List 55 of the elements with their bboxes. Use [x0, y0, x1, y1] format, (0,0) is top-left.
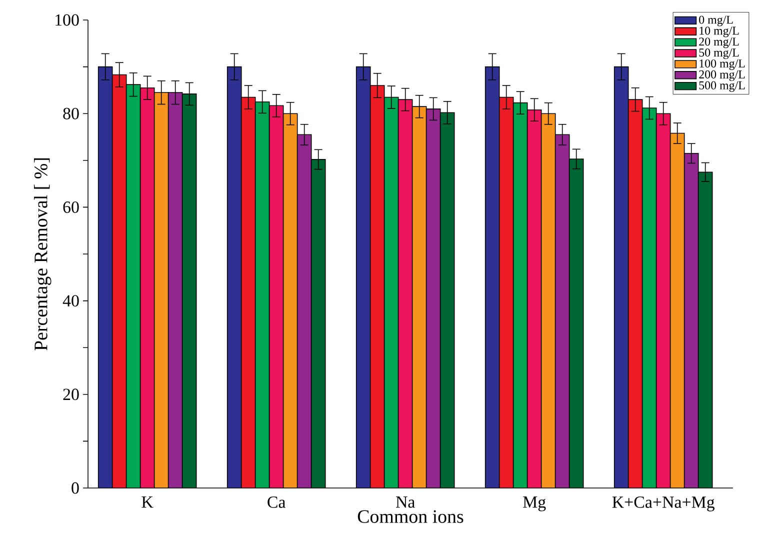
x-tick-label: Ca [268, 496, 286, 508]
bar [628, 99, 643, 488]
y-tick-label: 40 [62, 295, 79, 307]
bar [527, 110, 542, 488]
bar [98, 66, 112, 488]
bar [154, 92, 168, 488]
bar [370, 86, 384, 488]
bar [384, 97, 398, 488]
bar [297, 134, 312, 488]
x-axis-title: Common ions [358, 510, 464, 523]
legend-label: 10 mg/L [700, 26, 739, 38]
bar [168, 92, 182, 488]
bar [485, 66, 500, 488]
y-tick-label: 80 [63, 108, 79, 120]
x-tick-label: Mg [523, 496, 546, 512]
bar [513, 102, 528, 488]
legend-label: 500 mg/L [699, 81, 745, 92]
bar [311, 159, 326, 488]
legend-label: 0 mg/L [699, 16, 733, 26]
bar [140, 88, 154, 488]
bar [614, 66, 629, 488]
bar [499, 97, 514, 488]
bar [398, 100, 412, 488]
bar [255, 102, 270, 488]
bar [684, 152, 699, 488]
bar [541, 114, 556, 488]
bar [440, 112, 454, 488]
bar [656, 113, 671, 488]
bar [182, 94, 196, 488]
bar [642, 108, 657, 488]
bar [670, 132, 685, 488]
y-tick-label: 60 [63, 201, 79, 213]
x-tick-label: K [142, 496, 154, 508]
legend-label: 50 mg/L [699, 48, 739, 60]
legend-label: 100 mg/L [700, 59, 745, 70]
x-tick-label: K+Ca+Na+Mg [612, 496, 714, 512]
bar [241, 97, 256, 488]
bar [269, 106, 284, 488]
legend-label: 200 mg/L [699, 70, 745, 81]
bar [569, 158, 584, 488]
y-tick-label: 20 [63, 388, 79, 400]
bar [126, 84, 140, 488]
y-tick-label: 100 [56, 14, 79, 26]
bar [698, 172, 713, 488]
y-axis-title: Percentage Removal [ %] [34, 158, 52, 350]
x-tick-label: Na [396, 496, 415, 508]
y-tick-label: 0 [72, 482, 79, 494]
bar [227, 66, 242, 488]
bar [356, 66, 370, 488]
bar [412, 106, 426, 488]
bar [112, 74, 126, 488]
legend-label: 20 mg/L [699, 38, 739, 48]
bar [426, 108, 440, 488]
bar [555, 134, 570, 488]
bar [283, 114, 298, 488]
